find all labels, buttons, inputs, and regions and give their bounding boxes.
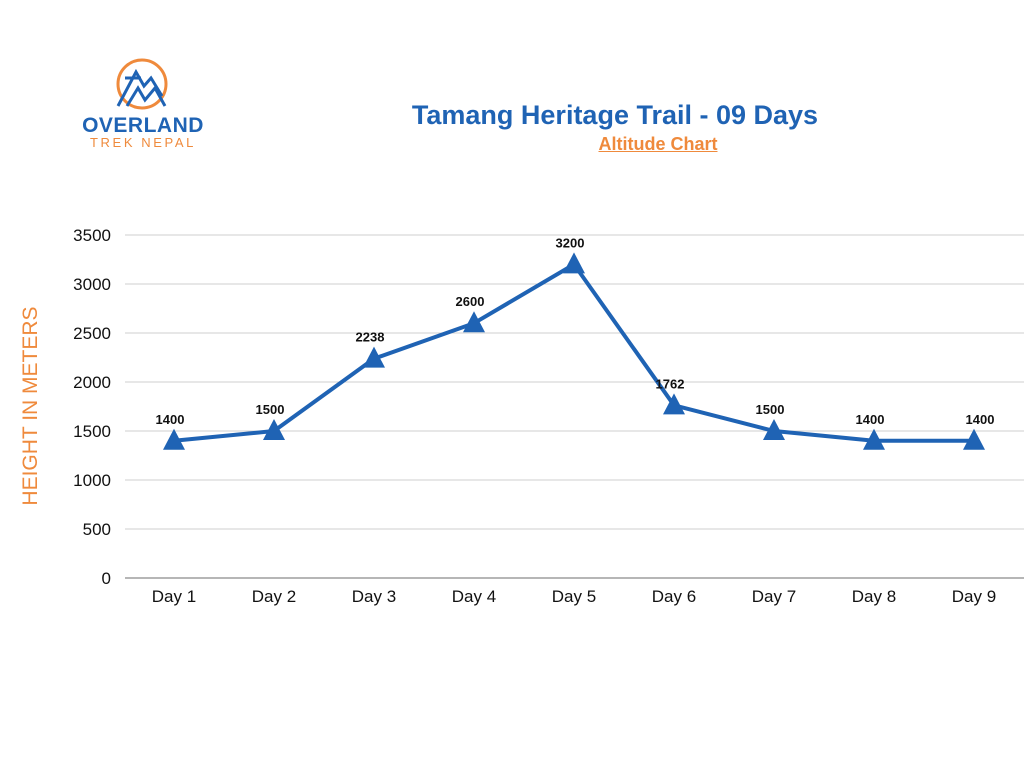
x-tick-label: Day 4: [452, 587, 496, 606]
x-tick-label: Day 8: [852, 587, 896, 606]
triangle-marker-icon: [263, 419, 285, 440]
y-tick-label: 1000: [73, 471, 111, 490]
data-label: 1500: [256, 402, 285, 417]
data-label: 3200: [556, 235, 585, 250]
triangle-marker-icon: [463, 311, 485, 333]
triangle-marker-icon: [163, 428, 185, 450]
x-tick-label: Day 2: [252, 587, 296, 606]
data-label: 1400: [856, 412, 885, 427]
triangle-marker-icon: [963, 428, 985, 450]
x-tick-label: Day 9: [952, 587, 996, 606]
brand-tagline: TREK NEPAL: [90, 135, 196, 150]
mountain-logo-icon: [116, 58, 168, 110]
data-label: 1400: [156, 412, 185, 427]
triangle-marker-icon: [663, 393, 685, 415]
triangle-marker-icon: [763, 419, 785, 440]
x-tick-label: Day 5: [552, 587, 596, 606]
x-tick-label: Day 6: [652, 587, 696, 606]
chart-title: Tamang Heritage Trail - 09 Days: [411, 100, 819, 130]
x-tick-label: Day 1: [152, 587, 196, 606]
y-tick-label: 3000: [73, 275, 111, 294]
data-label: 2600: [456, 294, 485, 309]
triangle-marker-icon: [563, 252, 585, 274]
y-tick-label: 3500: [73, 226, 111, 245]
triangle-marker-icon: [863, 428, 885, 450]
y-tick-label: 0: [102, 569, 111, 588]
y-tick-label: 2500: [73, 324, 111, 343]
brand-logo: OVERLAND TREK NEPAL: [76, 58, 208, 150]
data-label: 1500: [756, 402, 785, 417]
brand-name: OVERLAND: [82, 114, 204, 137]
x-tick-label: Day 3: [352, 587, 396, 606]
x-tick-label: Day 7: [752, 587, 796, 606]
y-tick-label: 2000: [73, 373, 111, 392]
data-label: 1400: [966, 412, 995, 427]
triangle-marker-icon: [363, 346, 385, 368]
altitude-line: [173, 262, 974, 443]
y-tick-label: 500: [83, 520, 111, 539]
data-label: 1762: [656, 376, 685, 391]
y-tick-label: 1500: [73, 422, 111, 441]
chart-subtitle: Altitude Chart: [598, 134, 718, 154]
data-label: 2238: [356, 330, 385, 345]
